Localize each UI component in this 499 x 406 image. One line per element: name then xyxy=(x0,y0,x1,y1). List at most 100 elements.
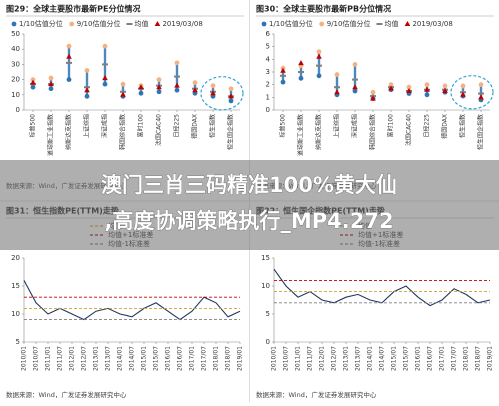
data-point xyxy=(84,93,90,99)
x-tick-label: 2017/07 xyxy=(201,346,208,371)
y-tick-label: 10 xyxy=(261,282,270,290)
data-point xyxy=(478,94,484,100)
y-tick-label: 10 xyxy=(11,91,20,99)
data-point xyxy=(280,67,286,73)
legend-label: 1/10估值分位 xyxy=(269,19,313,28)
y-tick-label: 5 xyxy=(16,338,20,346)
data-point xyxy=(298,75,304,81)
x-tick-label: 上证综指 xyxy=(83,114,91,138)
x-tick-label: 恒生指数 xyxy=(459,114,467,138)
data-point xyxy=(174,60,180,66)
x-tick-label: 2014/07 xyxy=(379,346,386,371)
data-point xyxy=(334,89,340,95)
x-tick-label: 2019/01 xyxy=(487,346,494,371)
data-point xyxy=(316,49,322,55)
highlight-ring xyxy=(200,76,244,111)
x-tick-label: 恒生指数 xyxy=(209,114,217,138)
x-tick-label: 2012/01 xyxy=(69,346,76,371)
data-point xyxy=(84,87,90,93)
data-point xyxy=(370,89,376,95)
y-tick-label: 6 xyxy=(266,30,271,38)
y-tick-label: 15 xyxy=(261,254,270,262)
overlay-text: 澳门三肖三码精准100%黄大仙 xyxy=(101,173,397,197)
data-point xyxy=(120,81,126,87)
x-tick-label: 纳斯达克指数 xyxy=(315,114,323,150)
data-point xyxy=(30,84,36,90)
x-tick-label: 2011/07 xyxy=(57,346,64,371)
legend-swatch xyxy=(154,21,161,26)
data-point xyxy=(102,43,108,49)
data-point xyxy=(228,98,234,104)
x-tick-label: 深证成指 xyxy=(101,114,109,138)
x-tick-label: 2015/07 xyxy=(403,346,410,371)
data-point xyxy=(388,82,394,88)
y-tick-label: 0 xyxy=(16,106,20,114)
x-tick-label: 2018/01 xyxy=(213,346,220,371)
data-point xyxy=(156,77,162,82)
x-tick-label: 2010/07 xyxy=(33,346,40,371)
x-tick-label: 2018/01 xyxy=(463,346,470,371)
x-tick-label: 上证综指 xyxy=(333,114,341,138)
x-tick-label: 韩国综合指数 xyxy=(119,114,127,150)
data-point xyxy=(280,79,286,85)
overlay-band xyxy=(0,160,499,250)
x-tick-label: 2010/01 xyxy=(271,346,278,371)
data-point xyxy=(48,75,54,81)
x-tick-label: 标普500 xyxy=(29,114,37,138)
data-point xyxy=(316,73,322,79)
y-tick-label: 5 xyxy=(266,310,270,318)
data-point xyxy=(406,88,412,93)
x-tick-label: 2011/01 xyxy=(45,346,52,371)
data-point xyxy=(298,60,304,66)
x-tick-label: 法国CAC40 xyxy=(405,114,413,146)
y-tick-label: 20 xyxy=(11,254,20,262)
chart-title: 图29：全球主要股市最新PE分位情况 xyxy=(6,4,140,14)
legend-label: 9/10估值分位 xyxy=(327,19,371,28)
data-point xyxy=(442,88,448,93)
y-tick-label: 1 xyxy=(266,93,270,101)
x-tick-label: 恒生国企指数 xyxy=(227,114,235,150)
data-point xyxy=(352,84,358,90)
x-tick-label: 2017/01 xyxy=(439,346,446,371)
data-point xyxy=(192,80,198,86)
data-point xyxy=(66,53,72,59)
data-point xyxy=(228,93,234,99)
x-tick-label: 恒生国企指数 xyxy=(477,114,485,150)
x-tick-label: 2011/01 xyxy=(295,346,302,371)
data-point xyxy=(156,89,162,95)
y-tick-label: 10 xyxy=(11,310,20,318)
legend-label: 9/10估值分位 xyxy=(77,19,121,28)
x-tick-label: 2013/01 xyxy=(343,346,350,371)
x-tick-label: 2016/01 xyxy=(165,346,172,371)
x-tick-label: 道琼斯工业指数 xyxy=(47,114,55,156)
legend-label: 2019/03/08 xyxy=(162,20,202,28)
x-tick-label: 2010/07 xyxy=(283,346,290,371)
legend-swatch xyxy=(404,21,411,26)
x-tick-label: 2012/07 xyxy=(331,346,338,371)
data-point xyxy=(192,87,198,93)
y-tick-label: 50 xyxy=(11,30,20,38)
data-point xyxy=(210,90,216,96)
data-point xyxy=(30,79,36,85)
x-tick-label: 日经225 xyxy=(423,114,431,138)
legend-swatch xyxy=(69,21,75,27)
x-tick-label: 日经225 xyxy=(173,114,181,138)
y-tick-label: 5 xyxy=(266,43,270,51)
data-point xyxy=(406,84,412,90)
data-point xyxy=(66,77,72,82)
chart-panel: 图29：全球主要股市最新PE分位情况 1/10估值分位 9/10估值分位 均值 2019… xyxy=(6,4,244,190)
x-tick-label: 2010/01 xyxy=(21,346,28,371)
legend-label: 均值 xyxy=(134,19,148,28)
data-point xyxy=(388,85,394,91)
highlight-ring xyxy=(450,75,494,110)
data-point xyxy=(48,86,54,92)
y-tick-label: 15 xyxy=(11,282,20,290)
x-tick-label: 标普500 xyxy=(279,114,287,138)
y-tick-label: 30 xyxy=(11,60,20,68)
chart-title: 图30：全球主要股市最新PB分位情况 xyxy=(256,4,391,14)
x-tick-label: 2017/07 xyxy=(451,346,458,371)
y-tick-label: 0 xyxy=(266,106,270,114)
legend-label: 1/10估值分位 xyxy=(19,19,63,28)
